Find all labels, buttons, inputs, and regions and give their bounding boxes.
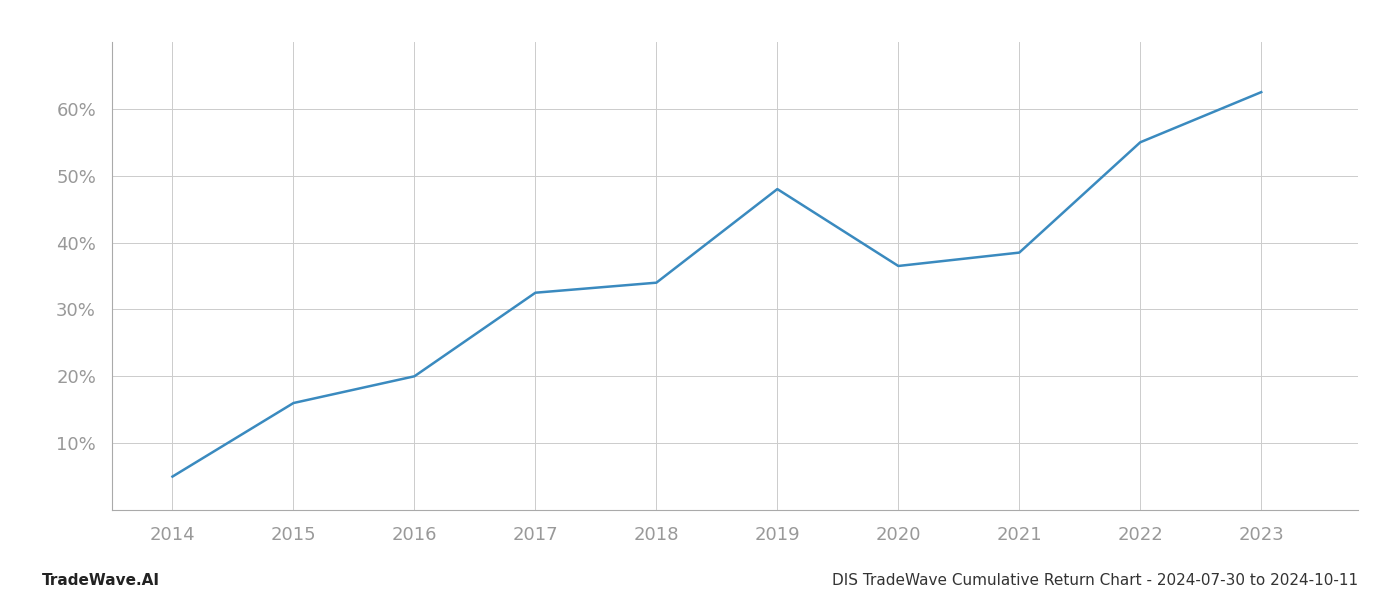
- Text: DIS TradeWave Cumulative Return Chart - 2024-07-30 to 2024-10-11: DIS TradeWave Cumulative Return Chart - …: [832, 573, 1358, 588]
- Text: TradeWave.AI: TradeWave.AI: [42, 573, 160, 588]
